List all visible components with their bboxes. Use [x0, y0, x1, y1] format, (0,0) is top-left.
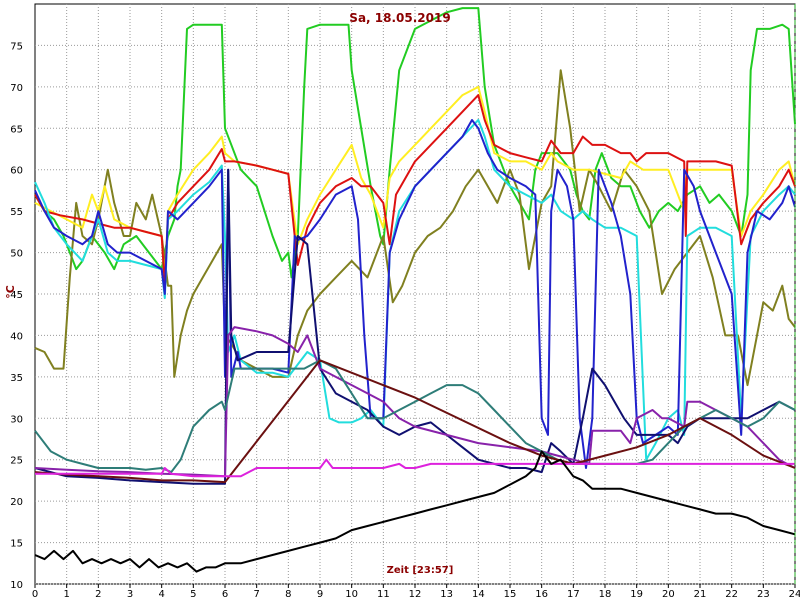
x-tick-label: 11 [377, 589, 390, 600]
x-axis-label: Zeit [23:57] [387, 565, 454, 576]
y-tick-label: 60 [10, 166, 23, 177]
x-tick-label: 2 [95, 589, 101, 600]
y-tick-label: 35 [10, 373, 23, 384]
chart-title: Sa, 18.05.2019 [349, 11, 450, 25]
x-tick-label: 8 [285, 589, 291, 600]
x-tick-label: 18 [599, 589, 612, 600]
series-line [34, 69, 796, 387]
series-line [34, 119, 796, 469]
y-tick-label: 20 [10, 497, 23, 508]
x-tick-label: 14 [472, 589, 485, 600]
series-group [34, 4, 796, 584]
x-tick-label: 13 [440, 589, 453, 600]
x-tick-label: 4 [158, 589, 164, 600]
y-tick-label: 65 [10, 124, 23, 135]
series-line [34, 168, 796, 485]
series-line [34, 450, 796, 573]
x-tick-label: 0 [32, 589, 38, 600]
y-axis-label: °C [4, 285, 17, 299]
series-line [34, 326, 796, 478]
x-tick-label: 23 [757, 589, 770, 600]
x-tick-label: 24 [789, 589, 800, 600]
x-tick-label: 10 [345, 589, 358, 600]
y-tick-label: 25 [10, 456, 23, 467]
x-tick-label: 6 [222, 589, 228, 600]
series-line [34, 359, 796, 484]
y-tick-label: 45 [10, 290, 23, 301]
y-tick-label: 55 [10, 207, 23, 218]
x-tick-label: 21 [694, 589, 707, 600]
x-tick-label: 22 [725, 589, 738, 600]
y-tick-label: 15 [10, 539, 23, 550]
x-tick-label: 15 [504, 589, 517, 600]
x-tick-label: 19 [630, 589, 643, 600]
x-tick-label: 20 [662, 589, 675, 600]
x-tick-label: 7 [253, 589, 259, 600]
x-tick-label: 3 [127, 589, 133, 600]
series-line [35, 458, 795, 478]
series-line [34, 7, 796, 279]
x-tick-label: 5 [190, 589, 196, 600]
y-tick-label: 50 [10, 249, 23, 260]
x-tick-label: 9 [317, 589, 323, 600]
x-tick-label: 16 [535, 589, 548, 600]
x-tick-label: 12 [409, 589, 422, 600]
y-tick-label: 30 [10, 414, 23, 425]
y-tick-label: 75 [10, 41, 23, 52]
tick-labels: 0 1 2 3 4 5 6 7 8 9 10 11 12 13 14 15 16 17 18 19 20 21 22 23 24… [10, 41, 800, 600]
x-tick-label: 1 [63, 589, 69, 600]
x-tick-label: 17 [567, 589, 580, 600]
y-tick-label: 10 [10, 580, 23, 591]
y-tick-label: 70 [10, 83, 23, 94]
y-tick-label: 40 [10, 331, 23, 342]
